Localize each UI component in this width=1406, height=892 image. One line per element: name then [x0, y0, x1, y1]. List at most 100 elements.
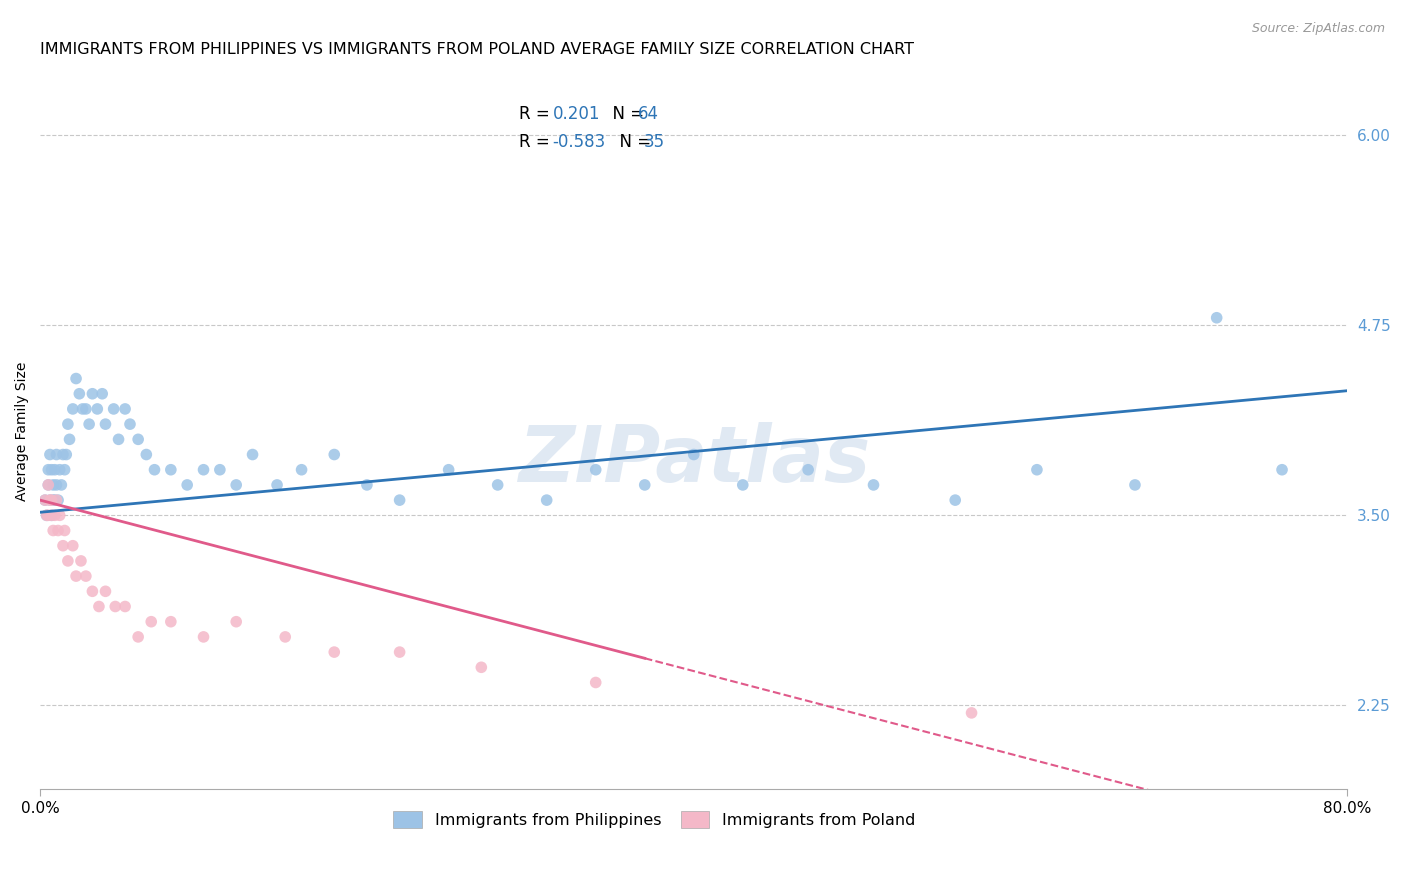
- Text: -0.583: -0.583: [553, 134, 606, 152]
- Point: [37, 508, 59, 523]
- Point: [39, 493, 62, 508]
- Point: [242, 448, 264, 462]
- Point: [1205, 310, 1227, 325]
- Point: [55, 448, 77, 462]
- Point: [127, 630, 149, 644]
- Point: [53, 524, 76, 538]
- Point: [1025, 463, 1047, 477]
- Point: [41, 463, 63, 477]
- Point: [35, 508, 58, 523]
- Point: [208, 463, 231, 477]
- Point: [1271, 463, 1294, 477]
- Point: [65, 371, 87, 385]
- Point: [731, 478, 754, 492]
- Point: [225, 478, 247, 492]
- Point: [356, 478, 378, 492]
- Point: [193, 463, 215, 477]
- Text: 0.201: 0.201: [553, 105, 600, 123]
- Point: [62, 539, 84, 553]
- Point: [127, 433, 149, 447]
- Point: [39, 448, 62, 462]
- Text: ZIPatlas: ZIPatlas: [517, 422, 870, 499]
- Point: [39, 493, 62, 508]
- Point: [44, 508, 66, 523]
- Point: [46, 524, 69, 538]
- Point: [118, 417, 141, 431]
- Point: [91, 386, 114, 401]
- Point: [437, 463, 460, 477]
- Y-axis label: Average Family Size: Average Family Size: [15, 362, 30, 501]
- Point: [70, 554, 93, 568]
- Point: [48, 463, 70, 477]
- Point: [266, 478, 288, 492]
- Point: [323, 448, 346, 462]
- Point: [388, 645, 411, 659]
- Point: [42, 493, 65, 508]
- Point: [682, 448, 704, 462]
- Point: [225, 615, 247, 629]
- Point: [35, 508, 58, 523]
- Point: [82, 386, 104, 401]
- Point: [37, 478, 59, 492]
- Text: R =: R =: [519, 134, 554, 152]
- Point: [141, 615, 163, 629]
- Point: [114, 599, 136, 614]
- Point: [103, 401, 125, 416]
- Point: [176, 478, 198, 492]
- Point: [52, 448, 75, 462]
- Point: [45, 493, 67, 508]
- Point: [41, 493, 63, 508]
- Point: [77, 417, 100, 431]
- Point: [536, 493, 558, 508]
- Point: [62, 401, 84, 416]
- Point: [45, 478, 67, 492]
- Text: 35: 35: [644, 134, 665, 152]
- Point: [86, 401, 108, 416]
- Point: [37, 463, 59, 477]
- Point: [135, 448, 157, 462]
- Point: [160, 615, 183, 629]
- Point: [1123, 478, 1146, 492]
- Text: IMMIGRANTS FROM PHILIPPINES VS IMMIGRANTS FROM POLAND AVERAGE FAMILY SIZE CORREL: IMMIGRANTS FROM PHILIPPINES VS IMMIGRANT…: [41, 42, 914, 57]
- Point: [75, 401, 97, 416]
- Point: [160, 463, 183, 477]
- Point: [388, 493, 411, 508]
- Point: [634, 478, 657, 492]
- Point: [323, 645, 346, 659]
- Point: [37, 478, 59, 492]
- Point: [34, 493, 56, 508]
- Point: [143, 463, 166, 477]
- Point: [65, 569, 87, 583]
- Point: [94, 584, 117, 599]
- Text: 64: 64: [637, 105, 658, 123]
- Point: [42, 478, 65, 492]
- Point: [960, 706, 983, 720]
- Point: [486, 478, 509, 492]
- Text: Source: ZipAtlas.com: Source: ZipAtlas.com: [1251, 22, 1385, 36]
- Point: [290, 463, 312, 477]
- Point: [862, 478, 884, 492]
- Point: [44, 463, 66, 477]
- Point: [52, 539, 75, 553]
- Point: [82, 584, 104, 599]
- Point: [34, 493, 56, 508]
- Point: [797, 463, 820, 477]
- Point: [53, 463, 76, 477]
- Point: [56, 417, 79, 431]
- Point: [72, 401, 94, 416]
- Point: [41, 508, 63, 523]
- Point: [56, 554, 79, 568]
- Point: [58, 433, 80, 447]
- Text: N =: N =: [609, 134, 657, 152]
- Point: [45, 448, 67, 462]
- Point: [87, 599, 110, 614]
- Point: [274, 630, 297, 644]
- Text: N =: N =: [602, 105, 650, 123]
- Point: [107, 433, 129, 447]
- Legend: Immigrants from Philippines, Immigrants from Poland: Immigrants from Philippines, Immigrants …: [387, 805, 922, 834]
- Point: [104, 599, 127, 614]
- Point: [75, 569, 97, 583]
- Point: [51, 478, 73, 492]
- Point: [585, 463, 607, 477]
- Point: [193, 630, 215, 644]
